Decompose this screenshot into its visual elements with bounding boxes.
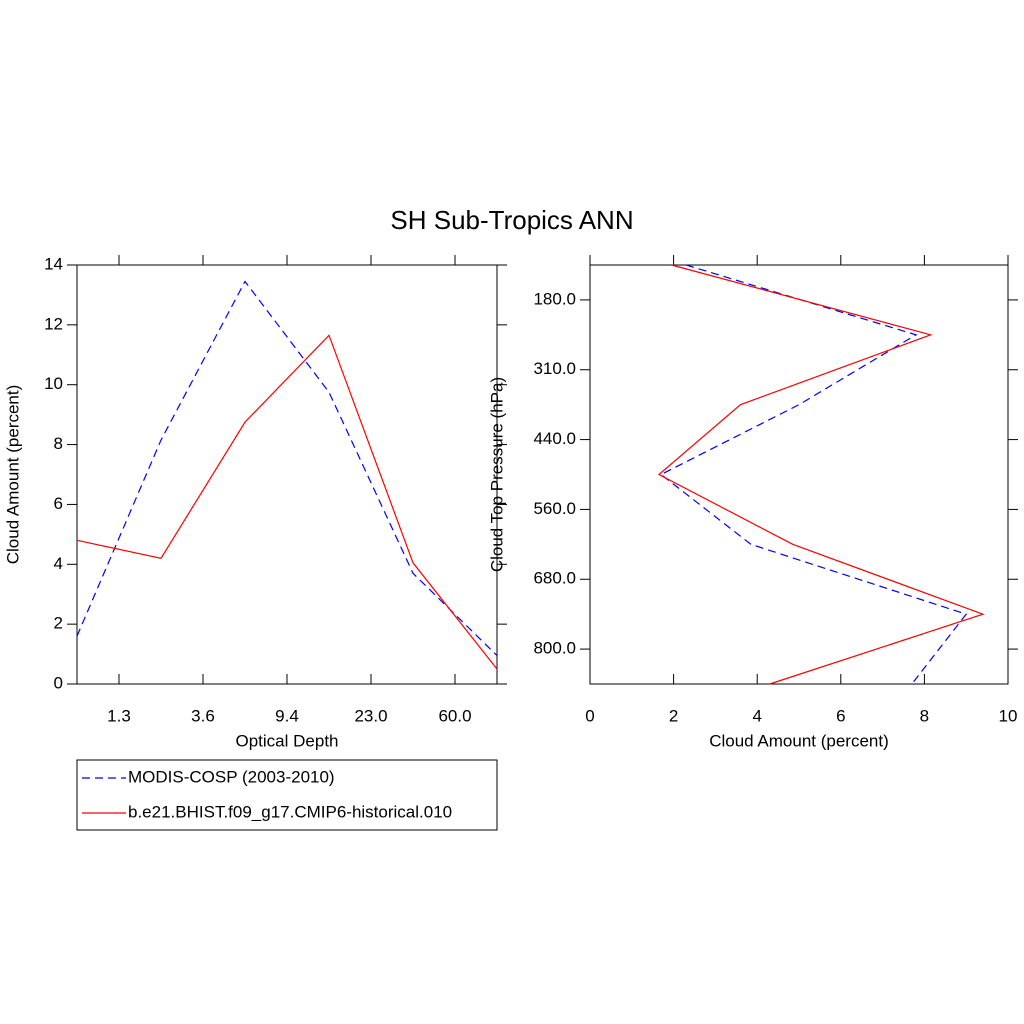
series-line bbox=[659, 264, 968, 685]
series-line bbox=[657, 264, 985, 685]
y-tick-label: 8 bbox=[54, 434, 63, 453]
y-tick-label: 680.0 bbox=[533, 569, 576, 588]
y-tick-label: 560.0 bbox=[533, 499, 576, 518]
x-tick-label: 60.0 bbox=[438, 706, 471, 725]
y-tick-label: 180.0 bbox=[533, 289, 576, 308]
plot-frame bbox=[589, 264, 1009, 685]
y-tick-label: 440.0 bbox=[533, 429, 576, 448]
y-axis-label: Cloud Amount (percent) bbox=[3, 385, 22, 565]
y-tick-label: 0 bbox=[54, 673, 63, 692]
y-tick-label: 6 bbox=[54, 494, 63, 513]
y-tick-label: 2 bbox=[54, 614, 63, 633]
y-tick-label: 310.0 bbox=[533, 359, 576, 378]
y-tick-label: 10 bbox=[44, 374, 63, 393]
y-tick-label: 14 bbox=[44, 254, 63, 273]
x-tick-label: 23.0 bbox=[354, 706, 387, 725]
x-tick-label: 8 bbox=[920, 706, 929, 725]
x-tick-label: 1.3 bbox=[107, 706, 131, 725]
x-tick-label: 0 bbox=[585, 706, 594, 725]
series-line bbox=[76, 280, 498, 656]
x-tick-label: 2 bbox=[669, 706, 678, 725]
legend-label: b.e21.BHIST.f09_g17.CMIP6-historical.010 bbox=[128, 802, 452, 821]
x-tick-label: 4 bbox=[752, 706, 761, 725]
plot-frame bbox=[76, 264, 498, 685]
x-tick-label: 6 bbox=[836, 706, 845, 725]
x-tick-label: 3.6 bbox=[191, 706, 215, 725]
x-tick-label: 9.4 bbox=[275, 706, 299, 725]
series-line bbox=[76, 334, 498, 670]
legend-box bbox=[76, 759, 498, 831]
x-tick-label: 10 bbox=[999, 706, 1018, 725]
x-axis-label: Optical Depth bbox=[236, 731, 339, 750]
y-tick-label: 800.0 bbox=[533, 639, 576, 658]
y-axis-label: Cloud Top Pressure (hPa) bbox=[487, 377, 506, 572]
y-tick-label: 12 bbox=[44, 314, 63, 333]
figure-title: SH Sub-Tropics ANN bbox=[390, 205, 633, 235]
x-axis-label: Cloud Amount (percent) bbox=[709, 731, 889, 750]
legend-label: MODIS-COSP (2003-2010) bbox=[128, 767, 335, 786]
y-tick-label: 4 bbox=[54, 554, 63, 573]
